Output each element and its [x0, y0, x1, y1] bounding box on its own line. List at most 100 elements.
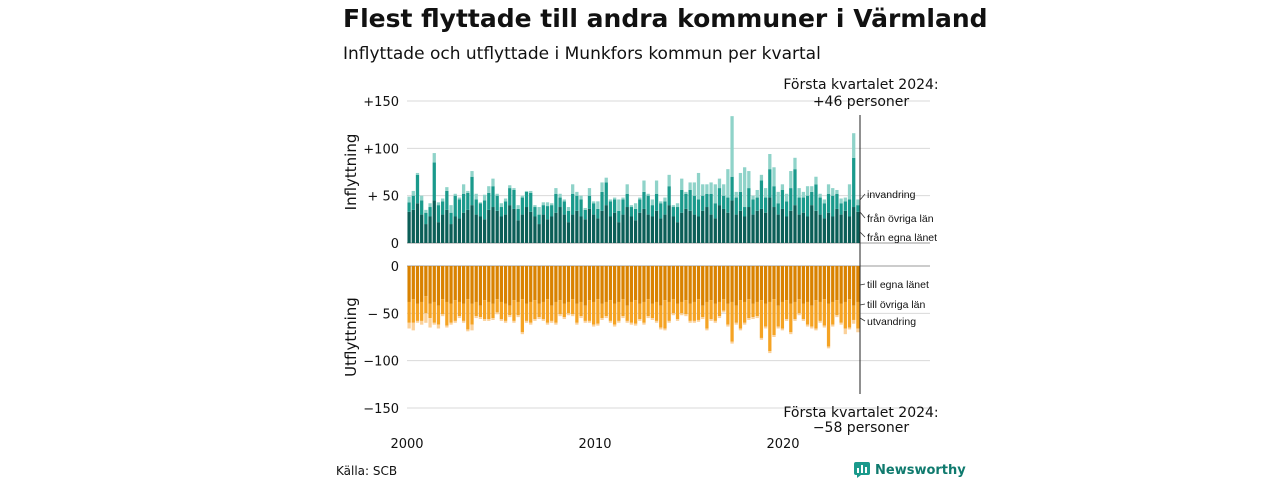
- bar-out: [730, 301, 734, 342]
- bar-out: [784, 266, 789, 301]
- bar-out: [722, 299, 726, 311]
- bar-in: [831, 195, 835, 217]
- bar-in: [696, 172, 701, 200]
- brand-logo[interactable]: Newsworthy: [854, 462, 966, 478]
- bar-in: [583, 209, 587, 220]
- bar-in: [671, 216, 675, 243]
- bar-in: [537, 214, 541, 225]
- bar-out: [617, 320, 621, 323]
- bar-out: [461, 320, 466, 323]
- bar-in: [847, 184, 852, 200]
- bar-out: [415, 303, 420, 321]
- bar-out: [722, 310, 726, 313]
- bar-out: [751, 317, 755, 320]
- bar-out: [541, 266, 545, 302]
- bar-out: [571, 266, 575, 300]
- bar-in: [550, 203, 554, 206]
- bar-in: [545, 206, 550, 220]
- bar-in: [428, 216, 432, 243]
- bar-out: [675, 319, 680, 321]
- label-leader: [859, 193, 866, 201]
- bar-in: [797, 197, 801, 215]
- bar-out: [520, 266, 524, 300]
- bar-in: [646, 193, 650, 196]
- bar-in: [566, 207, 571, 211]
- bar-out: [461, 303, 466, 321]
- bar-out: [600, 318, 604, 320]
- bar-out: [784, 319, 789, 321]
- bar-out: [680, 266, 684, 302]
- bar-in: [776, 214, 780, 243]
- bar-in: [797, 214, 801, 243]
- bar-in: [566, 222, 571, 243]
- bar-in: [541, 214, 545, 243]
- bar-in: [726, 212, 730, 243]
- bar-in: [541, 202, 545, 206]
- bar-in: [852, 157, 856, 208]
- bar-in: [801, 191, 806, 198]
- bar-in: [612, 212, 617, 243]
- bar-in: [411, 190, 415, 196]
- bar-in: [805, 195, 810, 217]
- bar-out: [411, 299, 415, 323]
- bar-in: [424, 224, 428, 243]
- bar-in: [801, 197, 806, 213]
- bar-in: [424, 209, 428, 213]
- bar-in: [592, 201, 596, 204]
- bar-in: [747, 188, 751, 208]
- bar-out: [734, 322, 738, 325]
- bar-in: [449, 212, 453, 225]
- bar-in: [499, 216, 504, 243]
- bar-in: [592, 214, 596, 243]
- bar-out: [482, 300, 487, 320]
- bar-in: [453, 195, 457, 217]
- bar-in: [747, 171, 751, 189]
- bar-out: [654, 301, 659, 321]
- bar-out: [550, 305, 554, 321]
- y-tick-label: −100: [363, 355, 399, 370]
- bar-in: [793, 169, 797, 206]
- bar-in: [491, 178, 495, 187]
- bar-in: [621, 214, 625, 243]
- bar-out: [461, 266, 466, 304]
- page-title: Flest flyttade till andra kommuner i Vär…: [343, 4, 988, 33]
- bar-in: [537, 207, 541, 215]
- y-axis-title: Inflyttning: [342, 134, 360, 211]
- bar-out: [856, 301, 860, 329]
- bar-out: [759, 300, 764, 338]
- bar-out: [575, 303, 579, 323]
- bar-out: [554, 322, 558, 325]
- bar-in: [705, 184, 709, 194]
- bar-out: [776, 305, 780, 327]
- bar-out: [629, 301, 634, 323]
- bar-out: [491, 318, 495, 320]
- bar-out: [650, 303, 655, 319]
- bar-in: [529, 192, 533, 212]
- bar-in: [596, 218, 600, 243]
- bar-in: [659, 201, 663, 204]
- bar-out: [495, 266, 499, 300]
- bar-out: [516, 315, 520, 318]
- bar-out: [474, 266, 478, 302]
- bar-out: [642, 301, 646, 323]
- bar-out: [713, 303, 717, 321]
- bar-out: [524, 266, 529, 304]
- bar-out: [474, 316, 478, 319]
- bar-out: [805, 301, 810, 325]
- bar-out: [474, 301, 478, 317]
- bar-out: [772, 299, 776, 336]
- bar-in: [738, 191, 743, 211]
- bar-in: [512, 189, 516, 209]
- bar-in: [478, 202, 483, 204]
- bar-out: [831, 266, 835, 302]
- bar-out: [780, 328, 785, 331]
- bar-out: [768, 266, 772, 302]
- bar-out: [759, 266, 764, 301]
- bar-out: [487, 266, 491, 302]
- bar-out: [814, 300, 818, 329]
- bar-out: [457, 301, 462, 317]
- bar-in: [793, 205, 797, 243]
- bar-in: [726, 197, 730, 213]
- bar-out: [822, 325, 826, 328]
- bar-in: [449, 224, 453, 243]
